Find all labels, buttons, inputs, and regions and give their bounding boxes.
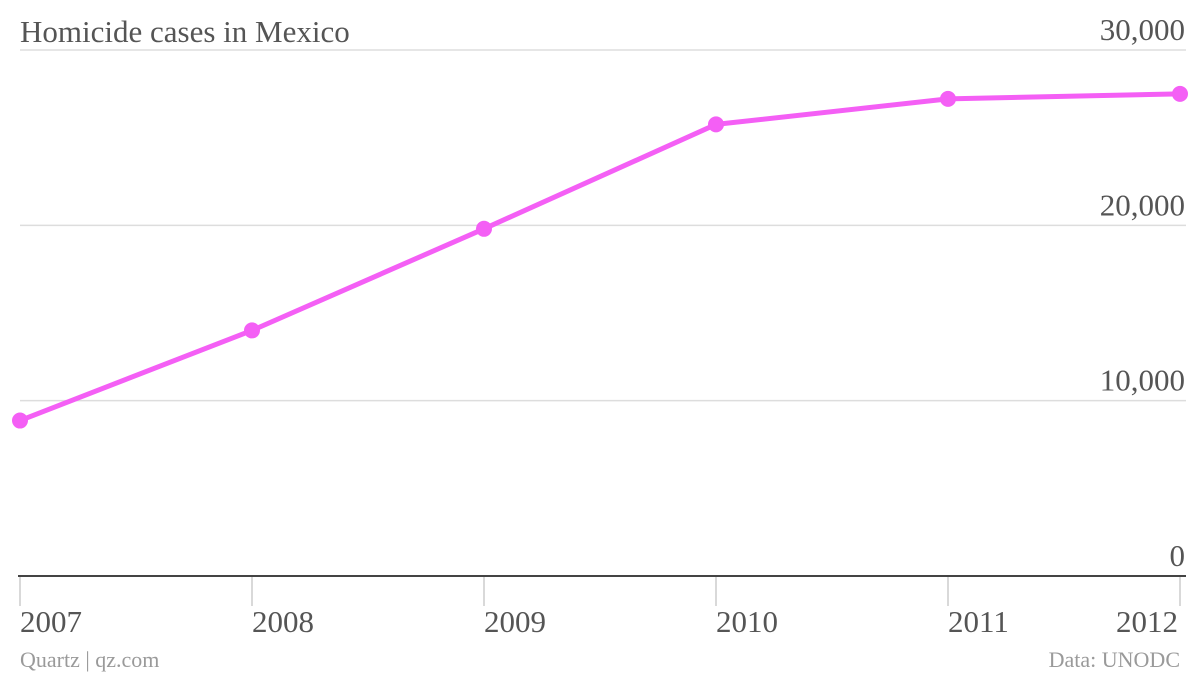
x-tick-labels: 2007 2008 2009 2010 2011 2012 (20, 604, 1178, 639)
x-tick-label: 2007 (20, 604, 82, 639)
y-tick-label: 20,000 (1100, 187, 1185, 222)
data-points (12, 85, 1188, 429)
x-tick-label: 2011 (948, 604, 1009, 639)
data-point-2010 (708, 116, 724, 133)
x-tick-label: 2010 (716, 604, 778, 639)
y-tick-label: 30,000 (1100, 12, 1185, 47)
data-point-2011 (940, 90, 956, 107)
data-point-2012 (1172, 85, 1188, 102)
y-tick-label: 0 (1170, 538, 1186, 573)
data-point-2009 (476, 220, 492, 237)
y-tick-label: 10,000 (1100, 363, 1185, 398)
x-tick-label: 2012 (1116, 604, 1178, 639)
data-source: Data: UNODC (1049, 647, 1180, 672)
x-tick-label: 2009 (484, 604, 546, 639)
chart-title: Homicide cases in Mexico (20, 14, 350, 49)
series-line-layer (17, 91, 1183, 424)
source-credit: Quartz | qz.com (20, 647, 159, 672)
x-tick-label: 2008 (252, 604, 314, 639)
gridlines (20, 49, 1186, 402)
y-tick-labels: 0 10,000 20,000 30,000 (1100, 12, 1185, 573)
data-point-2007 (12, 412, 28, 429)
x-tick-marks (19, 576, 1181, 606)
data-point-2008 (244, 322, 260, 339)
series-line (17, 91, 1183, 424)
